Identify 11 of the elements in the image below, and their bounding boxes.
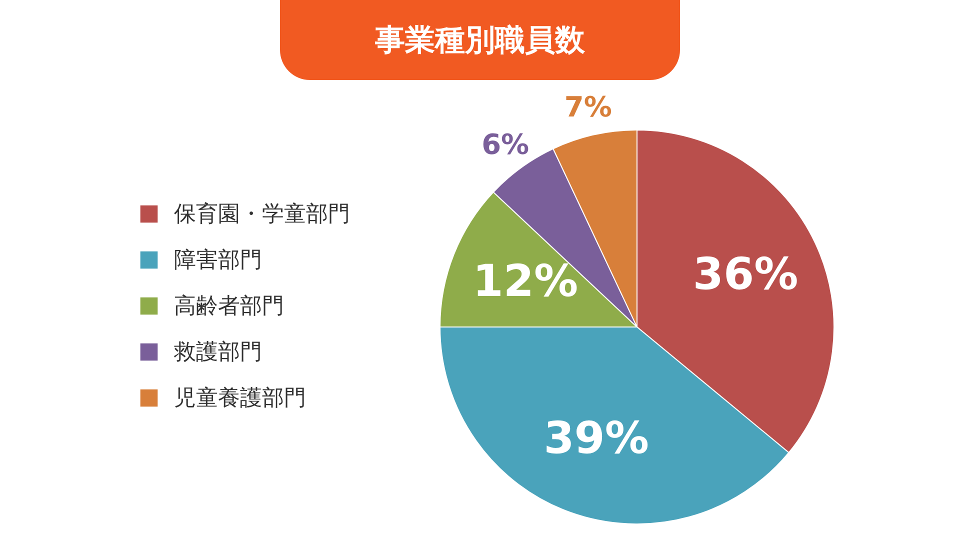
legend-label: 救護部門 (173, 340, 262, 365)
legend-label: 保育園・学童部門 (174, 201, 350, 227)
data-label: 39% (544, 412, 650, 464)
chart-title: 事業種別職員数 (280, 0, 680, 80)
legend-label: 児童養護部門 (174, 386, 306, 411)
data-label: 6% (482, 128, 530, 161)
data-label: 12% (472, 256, 578, 307)
data-label: 36% (692, 248, 798, 300)
legend-label: 障害部門 (174, 248, 262, 273)
legend-label: 高齢者部門 (174, 294, 284, 319)
data-label: 7% (564, 90, 612, 124)
